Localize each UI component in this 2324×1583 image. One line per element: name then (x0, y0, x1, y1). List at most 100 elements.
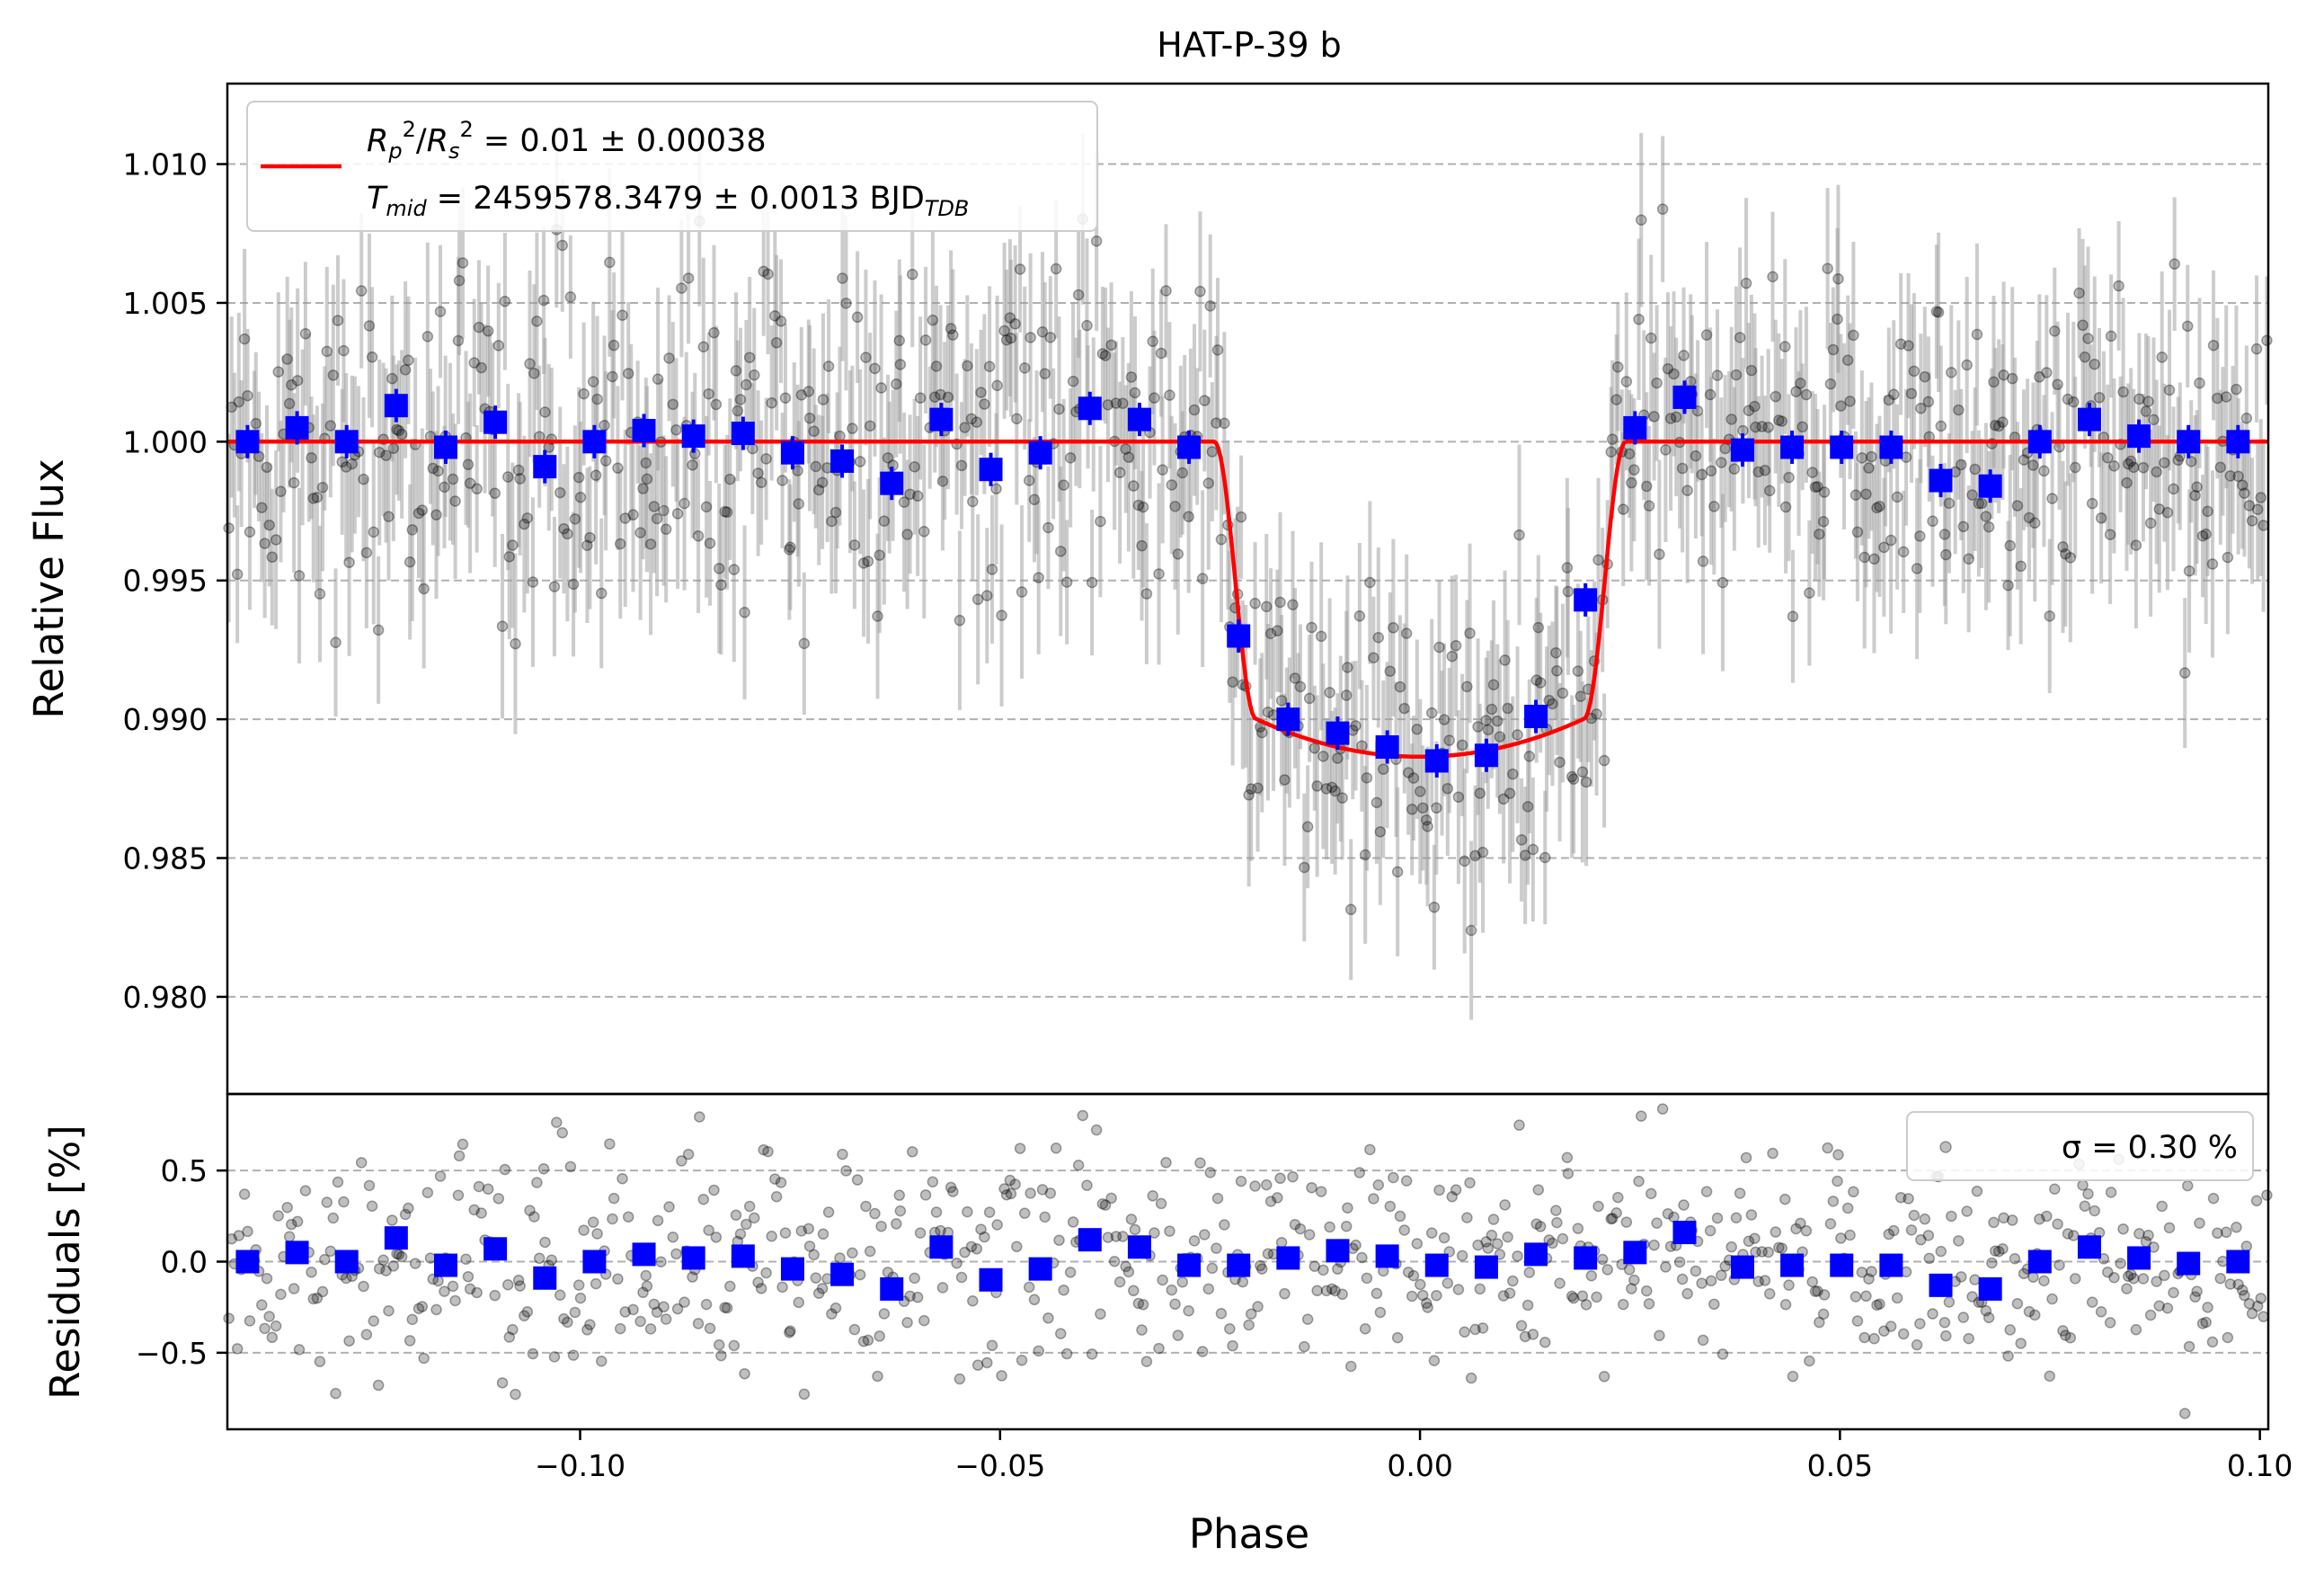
flux-point (1779, 341, 1791, 352)
residual-point (1243, 1319, 1255, 1331)
residual-point (1848, 1186, 1859, 1198)
residual-point (1856, 1267, 1868, 1278)
residual-point (2156, 1200, 2168, 1213)
residual-point (1756, 1246, 1768, 1258)
flux-point (1055, 546, 1067, 557)
residual-point (1534, 1221, 1547, 1232)
residual-point (259, 1322, 271, 1335)
flux-point (1790, 386, 1802, 397)
binned-residual-point (1028, 1257, 1052, 1281)
residual-point (1211, 1242, 1222, 1254)
flux-point (1428, 902, 1441, 913)
residual-point (1320, 1285, 1333, 1297)
residual-point (1673, 1256, 1686, 1268)
binned-residual-point (1574, 1246, 1598, 1270)
flux-point (1411, 724, 1424, 735)
residual-point (1818, 1289, 1831, 1301)
residual-point (758, 1143, 769, 1156)
residual-point (1128, 1285, 1140, 1297)
flux-y-tick-label: 1.000 (123, 424, 208, 459)
flux-point (595, 587, 608, 600)
flux-point (366, 351, 378, 363)
residual-point (612, 1273, 624, 1285)
residual-point (537, 1163, 550, 1175)
flux-point (1835, 400, 1847, 412)
binned-flux-point (2127, 424, 2151, 449)
residual-point (1648, 1239, 1660, 1251)
flux-point (1512, 729, 1523, 741)
residual-point (2206, 1336, 2219, 1348)
flux-point (1998, 369, 2009, 381)
residual-point (1982, 1312, 1995, 1324)
flux-point (404, 556, 416, 568)
flux-point (1215, 533, 1228, 546)
flux-point (1081, 319, 1093, 332)
flux-point (2169, 258, 2180, 270)
flux-point (1969, 463, 1981, 476)
flux-point (1832, 272, 1844, 285)
residual-point (1676, 1273, 1689, 1285)
residual-point (1416, 1289, 1429, 1302)
flux-point (270, 534, 282, 546)
flux-point (962, 360, 973, 372)
residual-point (1450, 1184, 1462, 1196)
binned-flux-point (1780, 435, 1805, 459)
residual-point (708, 1184, 720, 1196)
transit-model-line (227, 440, 2268, 760)
residual-point (447, 1280, 459, 1293)
residual-point (1176, 1276, 1189, 1288)
residual-point (1391, 1331, 1404, 1344)
residual-point (795, 1225, 808, 1237)
residual-point (1009, 1178, 1021, 1190)
residual-point (1060, 1347, 1073, 1360)
residual-point (1329, 1285, 1341, 1297)
flux-point (1574, 690, 1587, 702)
flux-point (762, 268, 774, 280)
flux-point (1469, 849, 1481, 862)
residual-point (510, 1388, 521, 1401)
binned-flux-point (285, 415, 309, 440)
residual-point (1018, 1207, 1031, 1219)
flux-point (1824, 378, 1837, 390)
residual-point (694, 1111, 705, 1123)
flux-point (1140, 588, 1153, 600)
residual-point (834, 1252, 846, 1264)
flux-point (299, 327, 312, 340)
flux-point (1651, 377, 1663, 389)
flux-point (293, 570, 306, 582)
residual-point (482, 1183, 494, 1195)
flux-point (1279, 774, 1291, 786)
flux-point (2137, 461, 2150, 474)
residual-point (332, 1176, 344, 1188)
flux-point (1129, 387, 1141, 399)
residual-point (1885, 1321, 1897, 1332)
residual-point (266, 1331, 279, 1344)
flux-point (231, 568, 244, 581)
residual-point (1482, 1242, 1495, 1254)
flux-point (266, 551, 279, 564)
flux-point (363, 320, 376, 332)
residual-point (1044, 1187, 1057, 1199)
residual-point (1883, 1228, 1895, 1241)
residual-point (1096, 1198, 1109, 1210)
residual-point (1557, 1232, 1569, 1245)
flux-point (692, 530, 705, 542)
residual-point (387, 1260, 400, 1272)
flux-point (721, 506, 733, 519)
flux-point (1580, 776, 1592, 788)
flux-point (1050, 262, 1062, 275)
residual-point (432, 1275, 444, 1287)
flux-point (1878, 541, 1890, 554)
residual-point (1055, 1328, 1067, 1339)
flux-point (1502, 702, 1513, 715)
residual-point (1023, 1281, 1035, 1294)
flux-point (1697, 556, 1709, 567)
binned-residual-point (1623, 1241, 1647, 1265)
flux-point (2062, 393, 2074, 405)
flux-point (1773, 414, 1785, 426)
binned-residual-point (2226, 1250, 2250, 1274)
flux-point (449, 495, 461, 507)
residual-point (1957, 1312, 1969, 1323)
residual-point (595, 1356, 608, 1367)
flux-point (1194, 285, 1206, 298)
